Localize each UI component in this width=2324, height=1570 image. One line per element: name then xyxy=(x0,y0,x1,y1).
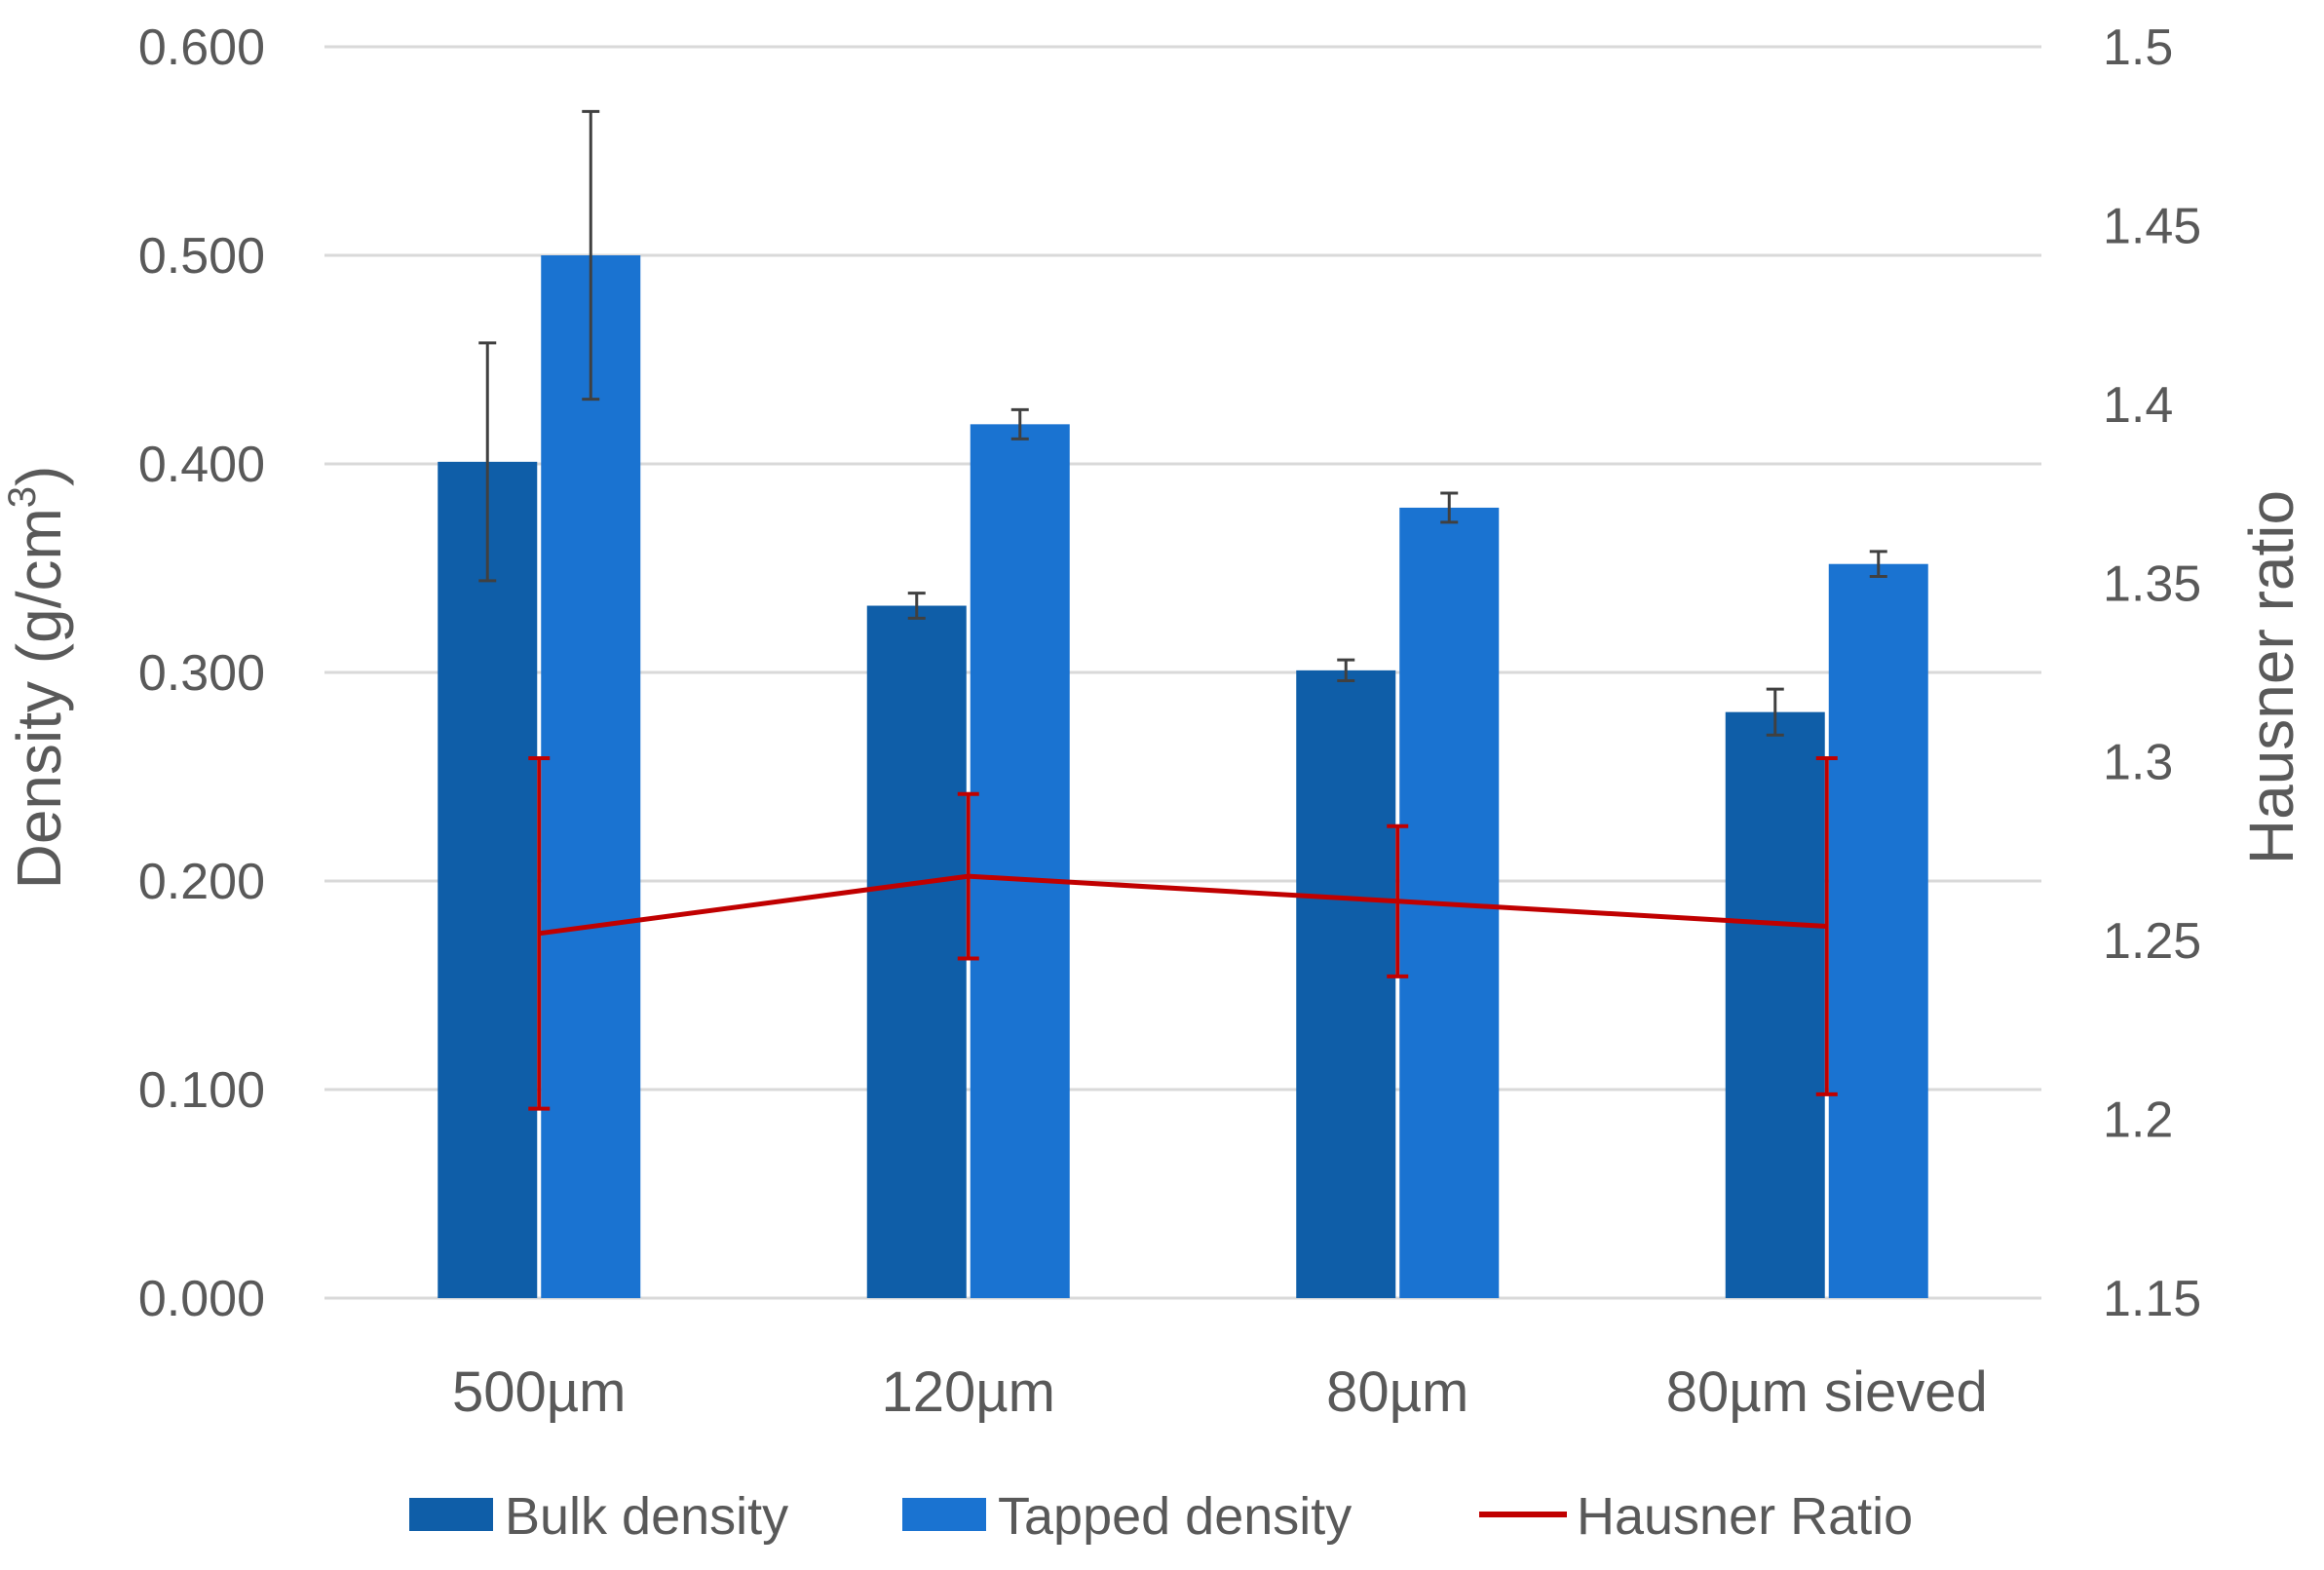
bar-bulk-density xyxy=(1725,711,1825,1298)
right-tick-label: 1.45 xyxy=(2103,198,2201,254)
legend-label-tapped-density: Tapped density xyxy=(998,1487,1352,1546)
right-tick-label: 1.3 xyxy=(2103,735,2173,791)
bar-tapped-density xyxy=(541,255,641,1298)
left-tick-label: 0.300 xyxy=(138,645,265,702)
left-axis-title-end: ) xyxy=(4,466,74,486)
category-label: 120µm xyxy=(881,1360,1055,1424)
left-tick-label: 0.400 xyxy=(138,437,265,493)
bar-error-bars xyxy=(478,109,1887,737)
left-tick-label: 0.100 xyxy=(138,1062,265,1119)
category-label: 80µm sieved xyxy=(1666,1360,1988,1424)
legend-swatch-tapped-density xyxy=(902,1498,986,1531)
legend: Bulk density Tapped density Hausner Rati… xyxy=(409,1487,1913,1546)
right-tick-label: 1.5 xyxy=(2103,19,2173,76)
bar-bulk-density xyxy=(1296,670,1396,1298)
right-axis-title: Hausner ratio xyxy=(2236,490,2306,864)
right-tick-label: 1.2 xyxy=(2103,1092,2173,1149)
bars xyxy=(438,255,1928,1299)
right-tick-label: 1.35 xyxy=(2103,555,2201,612)
bar-bulk-density xyxy=(438,461,538,1298)
bar-bulk-density xyxy=(866,605,967,1298)
legend-swatch-bulk-density xyxy=(409,1498,493,1531)
category-label: 80µm xyxy=(1326,1360,1468,1424)
bar-tapped-density xyxy=(1828,563,1928,1298)
left-axis-title-base: Density (g/cm xyxy=(4,508,74,889)
bar-tapped-density xyxy=(970,424,1070,1299)
category-labels: 500µm 120µm 80µm 80µm sieved xyxy=(452,1360,1988,1424)
hausner-ratio-line xyxy=(538,873,1827,937)
legend-label-bulk-density: Bulk density xyxy=(505,1487,788,1546)
left-tick-label: 0.500 xyxy=(138,228,265,285)
hausner-line xyxy=(528,756,1838,1111)
right-axis-ticks: 1.15 1.2 1.25 1.3 1.35 1.4 1.45 1.5 xyxy=(2103,19,2201,1327)
left-tick-label: 0.200 xyxy=(138,854,265,910)
left-tick-label: 0.000 xyxy=(138,1271,265,1327)
right-tick-label: 1.25 xyxy=(2103,913,2201,970)
category-label: 500µm xyxy=(452,1360,627,1424)
left-tick-label: 0.600 xyxy=(138,19,265,76)
right-tick-label: 1.4 xyxy=(2103,377,2173,434)
left-axis-ticks: 0.000 0.100 0.200 0.300 0.400 0.500 0.600 xyxy=(138,19,265,1327)
legend-label-hausner-ratio: Hausner Ratio xyxy=(1577,1487,1913,1546)
right-tick-label: 1.15 xyxy=(2103,1271,2201,1327)
left-axis-title-sup: 3 xyxy=(1,486,44,508)
left-axis-title: Density (g/cm3) xyxy=(1,466,74,890)
